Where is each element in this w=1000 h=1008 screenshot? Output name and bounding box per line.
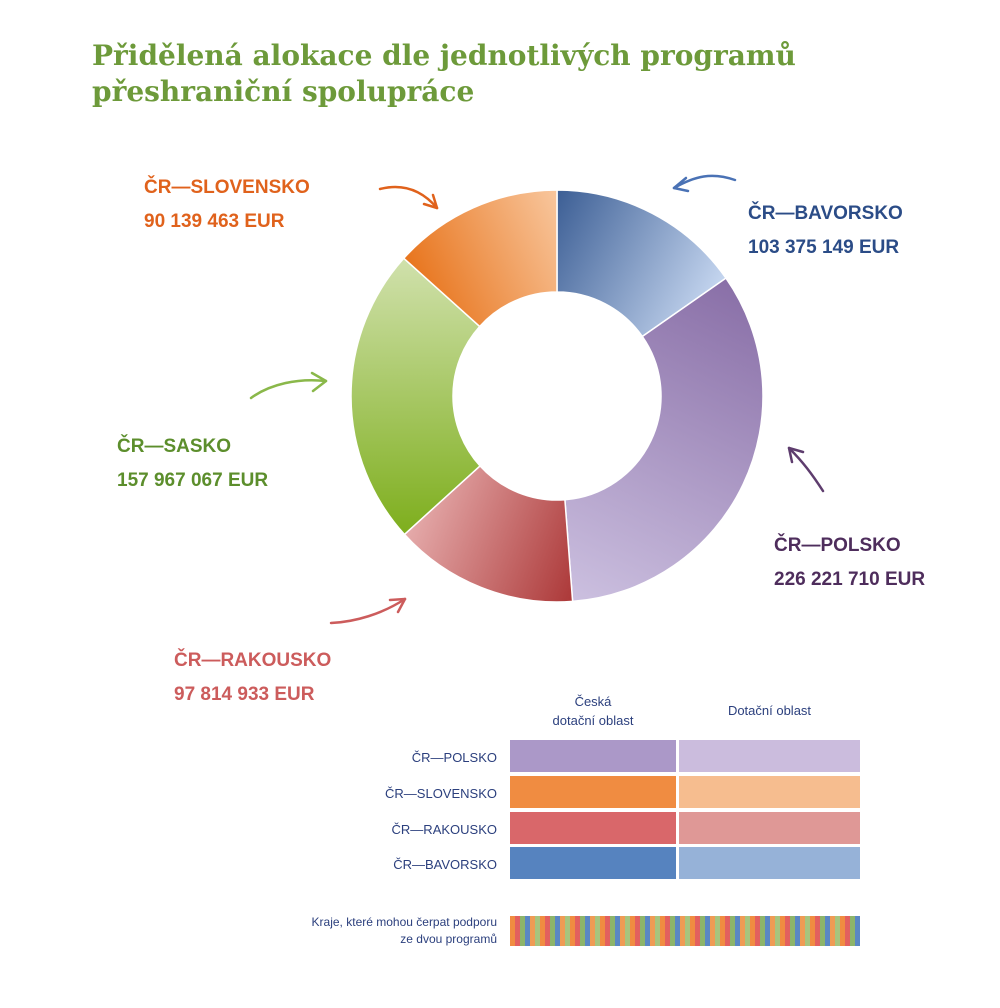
- label-rakousko: ČR—RAKOUSKO 97 814 933 EUR: [174, 644, 331, 712]
- legend-swatch-slovensko-czech: [510, 776, 676, 808]
- arrow-icon-rakousko: [329, 597, 407, 625]
- label-bavorsko-name: ČR—BAVORSKO: [748, 203, 903, 224]
- label-polsko: ČR—POLSKO 226 221 710 EUR: [774, 529, 925, 597]
- legend-swatch-slovensko-area: [679, 776, 860, 808]
- legend-header-czech-area: Česká dotační oblast: [510, 692, 676, 730]
- legend-header-czech-area-line-2: dotační oblast: [552, 713, 634, 728]
- title-line-1: Přidělená alokace dle jednotlivých progr…: [92, 39, 796, 72]
- legend-note: Kraje, které mohou čerpat podporu ze dvo…: [240, 914, 497, 948]
- legend-swatch-bavorsko-area: [679, 847, 860, 879]
- legend-row-label-polsko: ČR—POLSKO: [411, 750, 497, 765]
- legend-note-line-1: Kraje, které mohou čerpat podporu: [311, 915, 497, 929]
- label-slovensko-name: ČR—SLOVENSKO: [144, 177, 310, 198]
- legend-row-label-rakousko: ČR—RAKOUSKO: [391, 822, 497, 837]
- title-line-2: přeshraniční spolupráce: [92, 75, 475, 108]
- legend-swatch-rakousko-czech: [510, 812, 676, 844]
- legend-swatch-bavorsko-czech: [510, 847, 676, 879]
- legend-header-czech-area-line-1: Česká: [574, 694, 612, 709]
- label-polsko-name: ČR—POLSKO: [774, 535, 901, 556]
- arrow-icon-polsko: [787, 446, 825, 493]
- label-sasko-value: 157 967 067 EUR: [117, 470, 269, 491]
- label-slovensko-value: 90 139 463 EUR: [144, 211, 285, 232]
- donut-slice-r-polsko: [564, 277, 764, 603]
- label-bavorsko-value: 103 375 149 EUR: [748, 237, 900, 258]
- label-rakousko-value: 97 814 933 EUR: [174, 684, 315, 705]
- legend-note-line-2: ze dvou programů: [400, 932, 497, 946]
- arrow-icon-slovensko: [378, 185, 439, 210]
- label-sasko-name: ČR—SASKO: [117, 436, 232, 457]
- arrow-icon-bavorsko: [672, 174, 737, 193]
- chart-title: Přidělená alokace dle jednotlivých progr…: [92, 38, 796, 110]
- label-slovensko: ČR—SLOVENSKO 90 139 463 EUR: [144, 171, 310, 239]
- legend-header-subsidy-area: Dotační oblast: [727, 703, 812, 718]
- arrow-icon-sasko: [249, 371, 328, 400]
- legend-swatch-polsko-area: [679, 740, 860, 772]
- label-sasko: ČR—SASKO 157 967 067 EUR: [117, 430, 268, 498]
- label-polsko-value: 226 221 710 EUR: [774, 569, 926, 590]
- label-bavorsko: ČR—BAVORSKO 103 375 149 EUR: [748, 197, 903, 265]
- donut-slice-r-slovensko: [402, 189, 558, 328]
- donut-slice-r-sasko: [350, 257, 482, 536]
- legend-swatch-polsko-czech: [510, 740, 676, 772]
- label-rakousko-name: ČR—RAKOUSKO: [174, 650, 332, 671]
- legend-swatch-rakousko-area: [679, 812, 860, 844]
- legend-row-label-slovensko: ČR—SLOVENSKO: [385, 786, 497, 801]
- legend-row-label-bavorsko: ČR—BAVORSKO: [393, 857, 497, 872]
- donut-chart: [249, 174, 825, 625]
- legend-swatch-two-programs: [510, 916, 860, 946]
- donut-slice-r-bavorsko: [556, 189, 727, 338]
